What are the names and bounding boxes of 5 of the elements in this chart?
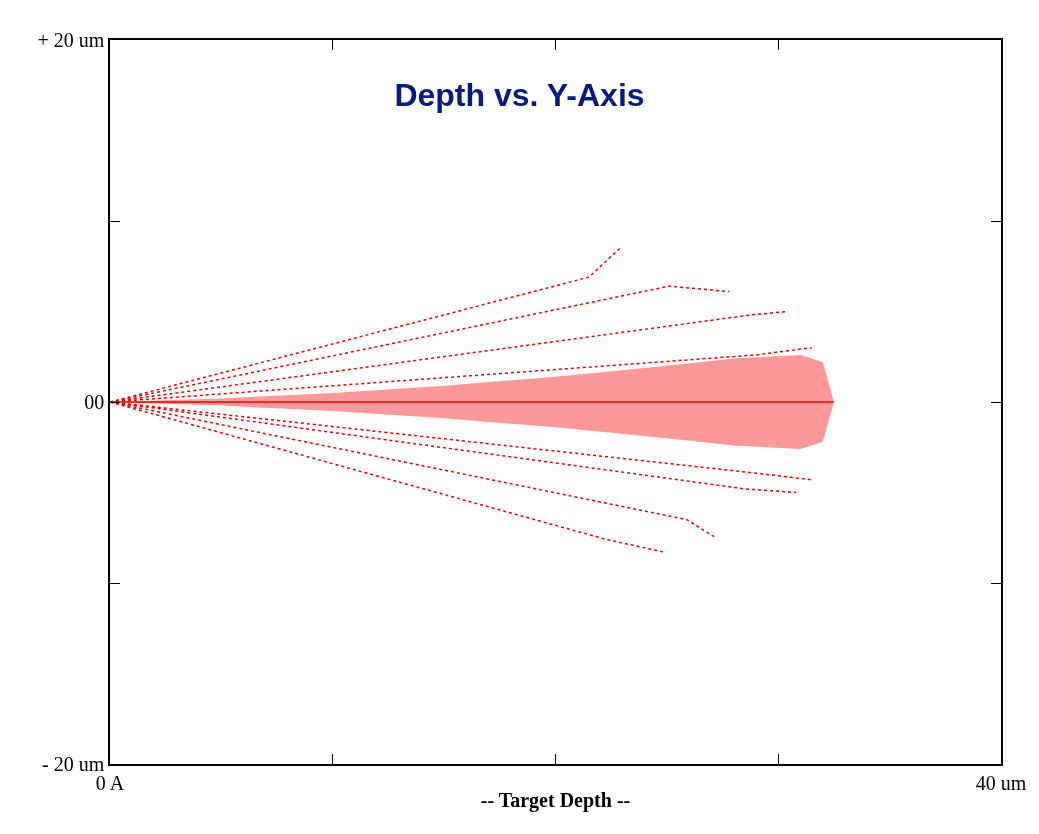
x-tick-label: 40 um	[975, 771, 1027, 794]
y-tick-label: + 20 um	[37, 29, 105, 51]
y-tick-label: 00	[84, 391, 105, 413]
text: Depth vs. Y-Axis	[394, 76, 645, 113]
x-axis-title: -- Target Depth --	[480, 788, 631, 812]
